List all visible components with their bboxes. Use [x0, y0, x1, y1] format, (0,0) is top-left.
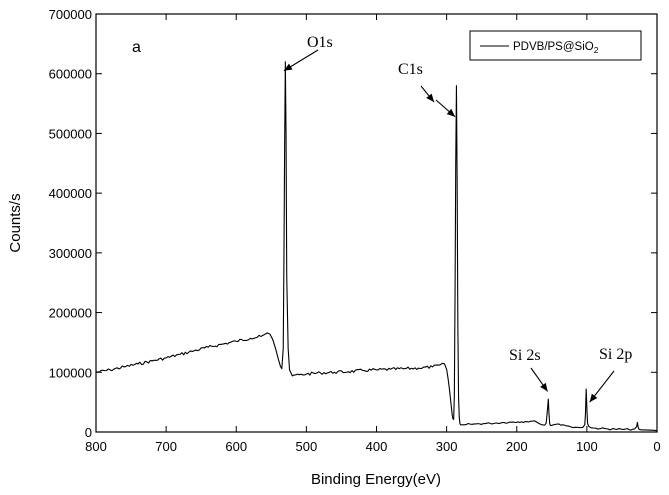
- series-layer: [96, 62, 657, 431]
- y-axis-title: Counts/s: [7, 193, 24, 252]
- y-tick-label: 500000: [49, 126, 92, 141]
- x-tick-label: 500: [296, 439, 318, 454]
- x-tick-label: 0: [653, 439, 660, 454]
- x-tick-label: 600: [225, 439, 247, 454]
- x-tick-label: 200: [506, 439, 528, 454]
- annotation-label: Si 2p: [599, 346, 632, 363]
- legend-entry-name: PDVB/PS@SiO: [513, 41, 594, 53]
- annotation-arrowhead: [590, 394, 598, 402]
- x-axis-title: Binding Energy(eV): [311, 471, 441, 488]
- plot-frame: [96, 14, 657, 432]
- y-tick-label: 200000: [49, 306, 92, 321]
- annotation-arrowhead: [540, 383, 547, 392]
- annotation-arrowhead: [426, 94, 434, 102]
- panel-label: a: [132, 39, 141, 56]
- y-tick-label: 300000: [49, 246, 92, 261]
- annotation-label: C1s: [398, 61, 423, 78]
- annotation-label: O1s: [307, 34, 333, 51]
- x-tick-label: 800: [85, 439, 107, 454]
- series-line: [96, 62, 657, 431]
- y-tick-label: 600000: [49, 67, 92, 82]
- x-axis-ticks: 800 700 600 500 400 300 200 100 0: [85, 14, 660, 454]
- y-axis-ticks: 0 100000 200000 300000 400000 500000 600000 700…: [49, 7, 657, 440]
- x-tick-label: 300: [436, 439, 458, 454]
- x-tick-label: 700: [155, 439, 177, 454]
- y-tick-label: 700000: [49, 7, 92, 22]
- y-tick-label: 100000: [49, 365, 92, 380]
- legend-entry: PDVB/PS@SiO2: [513, 41, 599, 55]
- annotation-label: Si 2s: [509, 347, 541, 364]
- y-tick-label: 0: [85, 425, 92, 440]
- x-tick-label: 100: [576, 439, 598, 454]
- legend-entry-subscript: 2: [594, 45, 599, 55]
- y-tick-label: 400000: [49, 186, 92, 201]
- legend: PDVB/PS@SiO2: [470, 31, 641, 60]
- x-tick-label: 400: [366, 439, 388, 454]
